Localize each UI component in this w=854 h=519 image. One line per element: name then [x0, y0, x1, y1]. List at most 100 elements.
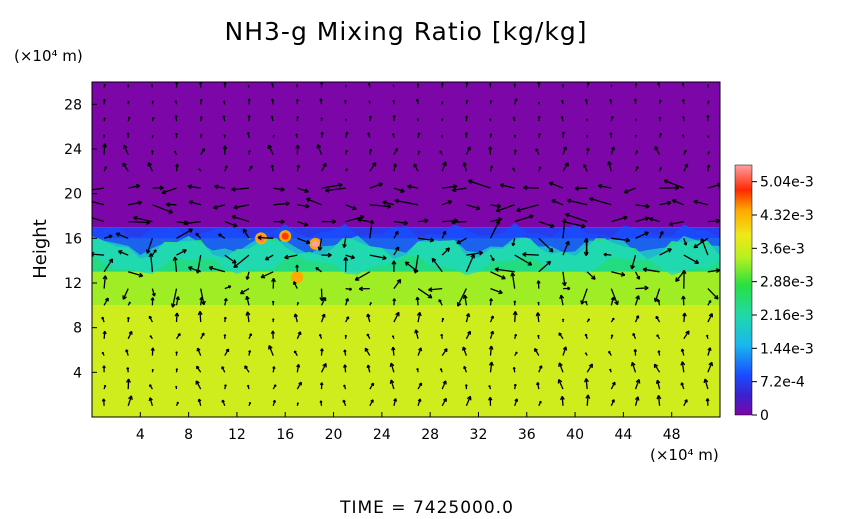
wind-arrowhead [248, 150, 251, 153]
wind-arrow [418, 219, 429, 223]
wind-arrowhead [197, 311, 201, 316]
wind-arrowhead [693, 200, 698, 205]
wind-arrowhead [659, 132, 662, 136]
wind-arrowhead [488, 146, 491, 150]
wind-arrowhead [249, 333, 252, 336]
wind-arrow [369, 219, 373, 239]
wind-arrowhead [406, 185, 412, 190]
wind-arrowhead [271, 277, 275, 283]
wind-arrow [147, 162, 153, 172]
wind-arrowhead [497, 217, 503, 220]
wind-arrowhead [125, 378, 130, 383]
wind-arrowhead [148, 397, 151, 402]
wind-arrowhead [184, 223, 189, 226]
wind-arrowhead [88, 188, 91, 190]
wind-arrowhead [633, 98, 636, 102]
wind-arrowhead [146, 250, 151, 254]
wind-arrowhead [574, 187, 580, 191]
wind-arrowhead [514, 333, 517, 337]
wind-arrowhead [117, 250, 122, 255]
x-tick-label: 40 [566, 427, 584, 443]
wind-arrowhead [223, 334, 226, 337]
wind-arrowhead [345, 131, 348, 135]
wind-arrowhead [430, 237, 435, 241]
wind-arrow [597, 184, 612, 189]
wind-arrowhead [684, 163, 688, 167]
wind-arrowhead [248, 350, 251, 353]
wind-arrowhead [389, 379, 392, 384]
wind-arrowhead [404, 220, 409, 224]
wind-arrowhead [369, 301, 372, 304]
wind-arrowhead [223, 82, 226, 85]
wind-arrowhead [658, 116, 661, 119]
wind-arrowhead [560, 116, 563, 119]
wind-arrow [462, 346, 468, 356]
wind-arrow [176, 228, 193, 239]
wind-arrow [214, 185, 225, 189]
wind-arrow [103, 258, 114, 273]
x-tick-label: 16 [276, 427, 294, 443]
wind-arrowhead [102, 143, 106, 148]
colorbar-axis: 5.04e-3 4.32e-3 3.6e-3 2.88e-3 2.16e-3 1.44e-… [752, 175, 814, 424]
wind-arrow [390, 362, 395, 373]
wind-arrowhead [126, 132, 129, 135]
x-tick-label: 24 [373, 427, 391, 443]
wind-arrowhead [675, 185, 680, 189]
wind-arrowhead [716, 295, 719, 300]
wind-arrow [133, 216, 153, 223]
wind-arrow [441, 380, 447, 390]
wind-arrow [672, 199, 685, 206]
wind-arrowhead [681, 99, 684, 102]
wind-arrowhead [197, 398, 200, 402]
wind-arrowhead [188, 201, 193, 205]
wind-arrowhead [586, 135, 588, 137]
wind-arrowhead [593, 275, 596, 280]
wind-arrowhead [442, 380, 447, 384]
wind-arrowhead [417, 150, 420, 153]
wind-arrowhead [102, 134, 105, 137]
wind-arrowhead [272, 318, 274, 321]
wind-arrowhead [708, 361, 713, 366]
wind-arrowhead [321, 313, 325, 317]
wind-arrowhead [122, 296, 127, 300]
wind-arrowhead [246, 131, 249, 135]
wind-arrow [631, 362, 637, 373]
wind-arrowhead [609, 132, 612, 135]
wind-arrowhead [151, 150, 153, 153]
wind-arrow [561, 396, 564, 406]
wind-arrowhead [537, 334, 539, 337]
wind-arrowhead [415, 99, 418, 102]
wind-arrowhead [513, 149, 517, 152]
wind-arrow [122, 162, 129, 172]
wind-arrow [611, 271, 625, 276]
wind-arrowhead [393, 163, 396, 167]
wind-arrowhead [223, 297, 227, 302]
wind-arrowhead [431, 258, 434, 263]
wind-arrowhead [416, 83, 419, 86]
wind-arrow [320, 313, 326, 323]
wind-arrowhead [680, 348, 683, 352]
wind-arrowhead [675, 279, 680, 283]
wind-arrow [174, 256, 178, 272]
wind-arrowhead [172, 303, 176, 308]
wind-arrowhead [393, 398, 397, 402]
wind-arrow [586, 394, 589, 406]
wind-arrowhead [700, 238, 703, 243]
wind-arrowhead [603, 253, 607, 257]
wind-arrowhead [378, 182, 383, 185]
wind-arrowhead [494, 268, 499, 273]
wind-arrow [693, 200, 709, 206]
y-tick-label: 16 [64, 231, 82, 247]
wind-arrowhead [153, 292, 156, 297]
wind-arrowhead [562, 146, 567, 150]
wind-arrow [523, 186, 539, 189]
wind-arrow [465, 146, 471, 155]
wind-arrowhead [368, 115, 372, 119]
wind-arrow [567, 199, 588, 206]
wind-arrowhead [396, 278, 401, 282]
wind-arrowhead [358, 288, 364, 292]
wind-arrowhead [561, 318, 564, 321]
wind-arrow [166, 203, 177, 206]
wind-arrowhead [245, 296, 248, 301]
wind-arrow [175, 312, 178, 323]
